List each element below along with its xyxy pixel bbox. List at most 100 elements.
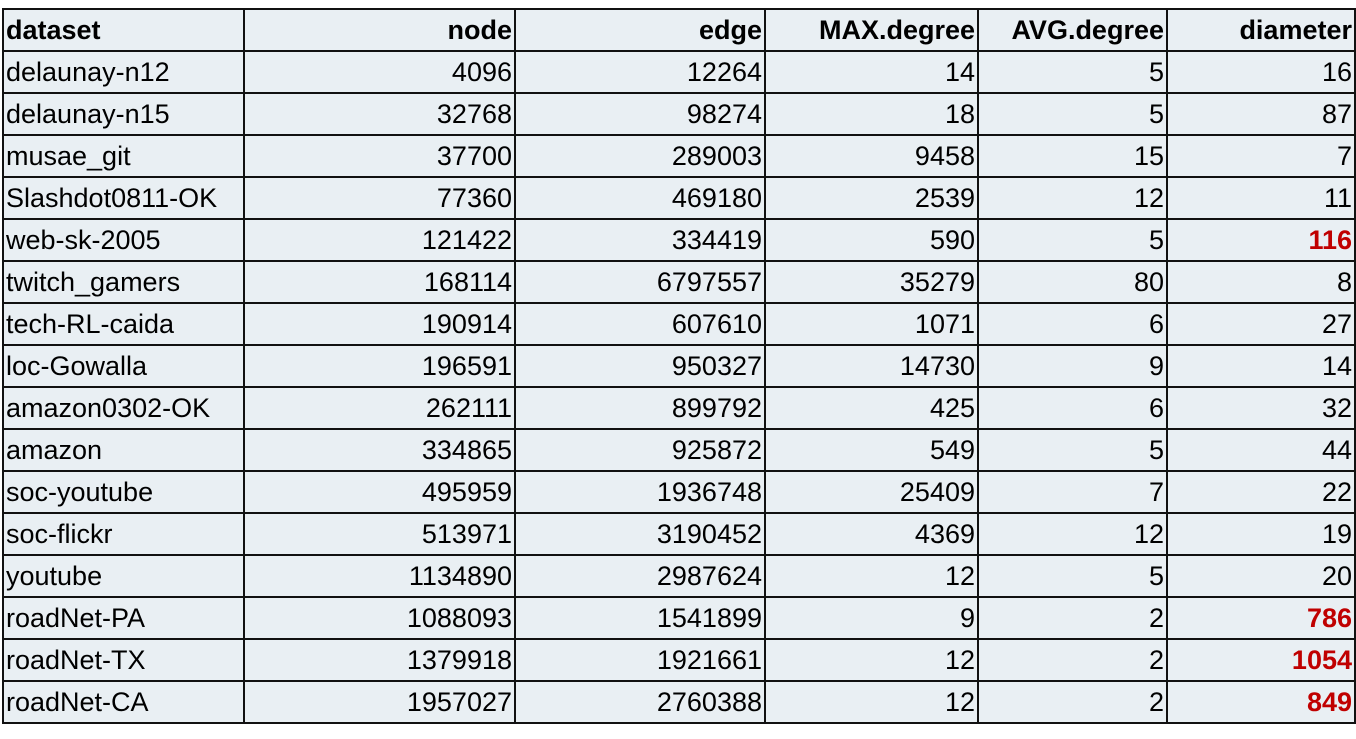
diameter-cell: 16 [1166,50,1356,94]
diameter-cell: 22 [1166,470,1356,514]
diameter-cell: 14 [1166,344,1356,388]
table-row: Slashdot0811-OK 77360 469180 2539 12 11 [2,176,1356,220]
dataset-cell: twitch_gamers [2,260,245,304]
edge-cell: 607610 [514,302,766,346]
table-row: twitch_gamers 168114 6797557 35279 80 8 [2,260,1356,304]
node-cell: 262111 [243,386,516,430]
dataset-statistics-table: dataset node edge MAX.degree AVG.degree … [2,8,1356,724]
dataset-cell: tech-RL-caida [2,302,245,346]
diameter-cell: 20 [1166,554,1356,598]
header-edge: edge [514,8,766,52]
diameter-cell: 44 [1166,428,1356,472]
edge-cell: 1936748 [514,470,766,514]
table-row: roadNet-PA 1088093 1541899 9 2 786 [2,596,1356,640]
table-row: tech-RL-caida 190914 607610 1071 6 27 [2,302,1356,346]
max-degree-cell: 1071 [764,302,979,346]
dataset-cell: delaunay-n15 [2,92,245,136]
diameter-cell: 87 [1166,92,1356,136]
max-degree-cell: 549 [764,428,979,472]
avg-degree-cell: 9 [977,344,1168,388]
edge-cell: 2760388 [514,680,766,724]
header-diameter: diameter [1166,8,1356,52]
avg-degree-cell: 12 [977,512,1168,556]
node-cell: 1957027 [243,680,516,724]
node-cell: 168114 [243,260,516,304]
dataset-cell: web-sk-2005 [2,218,245,262]
edge-cell: 3190452 [514,512,766,556]
node-cell: 513971 [243,512,516,556]
edge-cell: 925872 [514,428,766,472]
diameter-cell: 32 [1166,386,1356,430]
avg-degree-cell: 7 [977,470,1168,514]
dataset-cell: Slashdot0811-OK [2,176,245,220]
dataset-cell: soc-youtube [2,470,245,514]
avg-degree-cell: 5 [977,218,1168,262]
diameter-cell: 27 [1166,302,1356,346]
max-degree-cell: 14730 [764,344,979,388]
table-row: roadNet-TX 1379918 1921661 12 2 1054 [2,638,1356,682]
header-avg-degree: AVG.degree [977,8,1168,52]
max-degree-cell: 425 [764,386,979,430]
header-node: node [243,8,516,52]
edge-cell: 1541899 [514,596,766,640]
max-degree-cell: 25409 [764,470,979,514]
dataset-cell: roadNet-PA [2,596,245,640]
table-row: soc-flickr 513971 3190452 4369 12 19 [2,512,1356,556]
edge-cell: 2987624 [514,554,766,598]
avg-degree-cell: 15 [977,134,1168,178]
node-cell: 334865 [243,428,516,472]
node-cell: 77360 [243,176,516,220]
avg-degree-cell: 80 [977,260,1168,304]
dataset-cell: soc-flickr [2,512,245,556]
diameter-cell: 1054 [1166,638,1356,682]
table-row: youtube 1134890 2987624 12 5 20 [2,554,1356,598]
max-degree-cell: 12 [764,638,979,682]
table-row: amazon0302-OK 262111 899792 425 6 32 [2,386,1356,430]
avg-degree-cell: 2 [977,596,1168,640]
table-row: roadNet-CA 1957027 2760388 12 2 849 [2,680,1356,724]
edge-cell: 469180 [514,176,766,220]
table-row: delaunay-n15 32768 98274 18 5 87 [2,92,1356,136]
table-row: web-sk-2005 121422 334419 590 5 116 [2,218,1356,262]
diameter-cell: 786 [1166,596,1356,640]
avg-degree-cell: 6 [977,386,1168,430]
max-degree-cell: 14 [764,50,979,94]
dataset-cell: amazon [2,428,245,472]
avg-degree-cell: 6 [977,302,1168,346]
table-row: soc-youtube 495959 1936748 25409 7 22 [2,470,1356,514]
node-cell: 4096 [243,50,516,94]
dataset-cell: delaunay-n12 [2,50,245,94]
edge-cell: 98274 [514,92,766,136]
node-cell: 495959 [243,470,516,514]
diameter-cell: 849 [1166,680,1356,724]
max-degree-cell: 9458 [764,134,979,178]
node-cell: 190914 [243,302,516,346]
dataset-cell: musae_git [2,134,245,178]
dataset-cell: roadNet-CA [2,680,245,724]
header-max-degree: MAX.degree [764,8,979,52]
diameter-cell: 116 [1166,218,1356,262]
table-row: musae_git 37700 289003 9458 15 7 [2,134,1356,178]
node-cell: 121422 [243,218,516,262]
edge-cell: 289003 [514,134,766,178]
header-dataset: dataset [2,8,245,52]
diameter-cell: 7 [1166,134,1356,178]
node-cell: 1134890 [243,554,516,598]
diameter-cell: 8 [1166,260,1356,304]
dataset-cell: loc-Gowalla [2,344,245,388]
edge-cell: 334419 [514,218,766,262]
table-body: delaunay-n12 4096 12264 14 5 16 delaunay-n15 32… [2,50,1356,724]
avg-degree-cell: 5 [977,428,1168,472]
max-degree-cell: 35279 [764,260,979,304]
diameter-cell: 11 [1166,176,1356,220]
avg-degree-cell: 2 [977,638,1168,682]
avg-degree-cell: 5 [977,554,1168,598]
edge-cell: 12264 [514,50,766,94]
edge-cell: 1921661 [514,638,766,682]
avg-degree-cell: 12 [977,176,1168,220]
table-row: delaunay-n12 4096 12264 14 5 16 [2,50,1356,94]
dataset-cell: roadNet-TX [2,638,245,682]
max-degree-cell: 12 [764,680,979,724]
table-row: loc-Gowalla 196591 950327 14730 9 14 [2,344,1356,388]
table-row: amazon 334865 925872 549 5 44 [2,428,1356,472]
